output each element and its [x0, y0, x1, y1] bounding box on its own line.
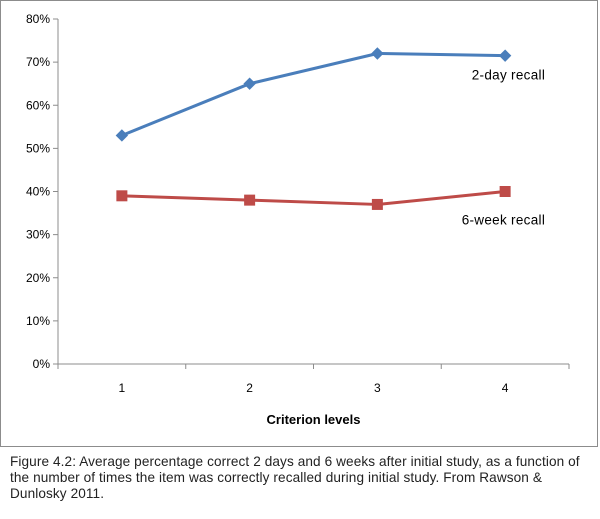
series-label: 6-week recall [462, 213, 545, 228]
series-six-week-recall: 6-week recall [116, 186, 545, 228]
data-point [371, 198, 383, 210]
y-tick-label: 80% [26, 12, 50, 26]
data-point [499, 186, 511, 197]
data-point [371, 47, 384, 60]
x-tick-label: 2 [246, 381, 253, 395]
data-point [498, 49, 512, 62]
y-tick-label: 70% [26, 55, 50, 69]
y-axis-ticks: 0% 10% 20% 30% 40% 50% 60% 70% 80% [26, 12, 58, 371]
data-point [244, 194, 256, 206]
y-tick-label: 20% [26, 271, 50, 285]
series-two-day-recall: 2-day recall [115, 47, 545, 142]
y-tick-label: 40% [26, 185, 50, 199]
line-chart: 0% 10% 20% 30% 40% 50% 60% 70% 80% 1 2 3 4 2-day re… [26, 12, 570, 427]
data-point [115, 129, 129, 142]
x-tick-label: 4 [502, 381, 509, 395]
y-tick-label: 30% [26, 228, 50, 242]
figure-caption: Figure 4.2: Average percentage correct 2… [10, 454, 580, 501]
x-axis-ticks: 1 2 3 4 [57, 364, 570, 395]
series-line [121, 52, 506, 137]
data-point [116, 190, 128, 202]
y-tick-label: 50% [26, 141, 50, 155]
series-group: 2-day recall 6-week recall [115, 47, 545, 228]
series-line [121, 190, 506, 206]
y-tick-label: 10% [26, 314, 50, 328]
chart-frame: 0% 10% 20% 30% 40% 50% 60% 70% 80% 1 2 3 4 2-day re… [0, 0, 598, 447]
x-axis-label: Criterion levels [267, 412, 361, 427]
x-tick-label: 3 [374, 381, 381, 395]
y-tick-label: 60% [26, 98, 50, 112]
data-point [243, 77, 256, 90]
x-tick-label: 1 [119, 381, 126, 395]
series-label: 2-day recall [472, 68, 545, 83]
y-tick-label: 0% [33, 357, 51, 371]
